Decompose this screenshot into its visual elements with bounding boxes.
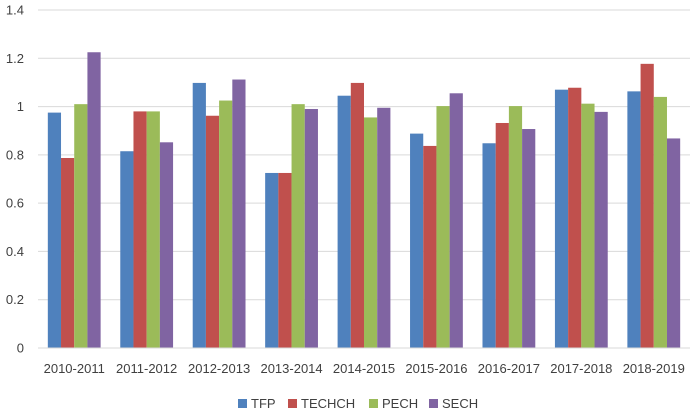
y-tick-label: 0.2 [6,292,24,307]
bar-pech-2010-2011 [74,104,88,349]
y-tick-label: 1.4 [6,3,24,18]
bar-techch-2010-2011 [61,157,75,348]
bar-sech-2010-2011 [87,52,101,348]
legend-swatch-tfp [238,399,247,408]
bars [47,52,681,349]
bar-pech-2014-2015 [364,117,378,348]
bar-techch-2017-2018 [568,87,582,349]
y-tick-label: 1 [17,99,24,114]
bar-sech-2016-2017 [522,129,536,348]
bar-sech-2012-2013 [232,79,246,348]
bar-techch-2012-2013 [205,115,220,348]
y-tick-label: 0.4 [6,244,24,259]
bar-tfp-2011-2012 [120,151,134,348]
legend-swatch-techch [288,399,297,408]
y-tick-label: 0 [17,341,24,356]
bar-sech-2014-2015 [377,107,391,349]
x-tick-label: 2017-2018 [550,361,612,376]
bar-techch-2015-2016 [423,145,437,348]
bar-techch-2011-2012 [133,111,147,349]
legend-label-techch: TECHCH [301,396,355,411]
x-axis-tick-labels: 2010-2011 2011-2012 2012-2013 2013-2014 2014… [44,361,685,376]
legend-label-tfp: TFP [251,396,276,411]
bar-tfp-2013-2014 [265,172,279,348]
bar-pech-2018-2019 [653,96,667,349]
x-tick-label: 2015-2016 [405,361,467,376]
bar-pech-2015-2016 [436,106,450,349]
bar-tfp-2018-2019 [627,91,641,349]
bar-tfp-2016-2017 [482,143,496,348]
bar-tfp-2014-2015 [337,95,351,348]
legend: TFP TECHCH PECH SECH [238,396,478,411]
x-tick-label: 2016-2017 [478,361,540,376]
bar-sech-2018-2019 [666,138,681,348]
x-tick-label: 2014-2015 [333,361,395,376]
bar-techch-2016-2017 [495,122,509,348]
bar-pech-2011-2012 [146,111,160,349]
x-tick-label: 2013-2014 [260,361,322,376]
y-tick-label: 0.8 [6,147,24,162]
bar-pech-2013-2014 [291,104,305,349]
x-tick-label: 2012-2013 [188,361,250,376]
bar-tfp-2010-2011 [47,112,62,348]
bar-tfp-2017-2018 [554,89,569,349]
legend-swatch-sech [429,399,438,408]
bar-techch-2013-2014 [278,172,292,348]
y-tick-label: 0.6 [6,196,24,211]
x-tick-label: 2018-2019 [623,361,685,376]
bar-pech-2012-2013 [219,100,233,349]
bar-sech-2011-2012 [159,142,174,348]
bar-pech-2017-2018 [581,103,595,348]
legend-label-sech: SECH [442,396,478,411]
x-tick-label: 2011-2012 [116,361,177,376]
legend-swatch-pech [369,399,378,408]
bar-sech-2013-2014 [304,108,318,348]
bar-pech-2016-2017 [508,106,523,349]
bar-sech-2017-2018 [594,111,608,348]
bar-tfp-2015-2016 [410,133,424,348]
bar-tfp-2012-2013 [192,82,206,348]
y-axis-tick-labels: 0 0.2 0.4 0.6 0.8 1 1.2 1.4 [6,3,24,356]
bar-techch-2018-2019 [640,63,654,349]
x-tick-label: 2010-2011 [44,361,105,376]
bar-sech-2015-2016 [449,93,463,349]
legend-label-pech: PECH [382,396,418,411]
y-tick-label: 1.2 [6,51,24,66]
bar-techch-2014-2015 [350,82,364,348]
